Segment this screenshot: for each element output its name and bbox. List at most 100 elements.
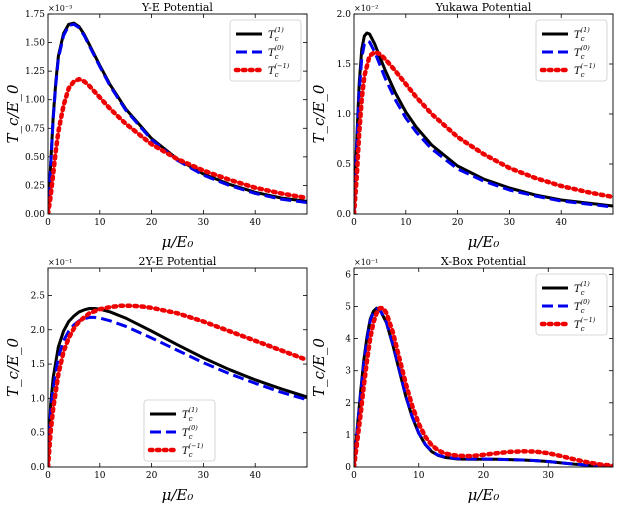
legend-label: Tc(−1) [574,316,596,333]
y-axis-label-text: T_c/E_0 [310,338,328,397]
y-tick-label: 6 [345,270,351,280]
series-group [354,305,613,467]
y-tick-label: 0.50 [25,153,45,163]
legend-label-sup: (−1) [275,62,290,70]
series-line-tc0 [354,307,613,467]
x-axis-label: μ/E₀ [468,486,500,504]
x-tick-label: 0 [45,471,51,481]
x-tick-label: 30 [543,471,555,481]
legend-label-base: T [574,48,582,59]
y-tick-label: 5 [345,303,351,313]
chart-panel-4: X-Box Potential ×10⁻¹ 0 10 20 30 0 1 2 3 4 5 6 μ/E₀ T_… [310,255,614,504]
y-tick-label: 1.00 [25,96,45,106]
x-tick-label: 0 [45,218,51,228]
y-tick-label: 4 [345,335,351,345]
legend-label: Tc(−1) [574,62,596,79]
y-tick-label: 0.0 [31,463,46,473]
x-tick-label: 30 [198,218,210,228]
x-tick-label: 10 [400,218,412,228]
y-tick-label: 0.25 [25,181,45,191]
series-line-tc-minus1 [354,305,613,467]
chart-panel-2: Yukawa Potential ×10⁻² 0 10 20 30 40 0.0 0.5 1.0 1… [310,1,614,251]
legend-label: Tc(1) [268,26,284,43]
legend-label: Tc(1) [574,26,590,43]
legend-label-sup: (0) [581,44,591,52]
y-tick-label: 0.5 [337,160,352,170]
plot-frame [47,267,308,468]
y-tick-label: 1.75 [25,10,45,20]
series-line-tc0 [48,22,307,214]
y-tick-label: 0 [345,463,351,473]
series-line-tc-minus1 [48,303,307,467]
chart-title: Y-E Potential [141,1,213,14]
y-axis-label: T_c/E_0 [4,338,22,397]
x-tick-label: 40 [249,218,261,228]
x-axis-label-text: μ/E₀ [468,486,500,504]
series-line-tc-minus1 [354,49,613,214]
plot-frame [353,13,614,215]
y-tick-label: 2.0 [31,326,46,336]
legend-label-sup: (1) [275,26,285,34]
y-tick-label: 0.00 [25,210,45,220]
y-tick-label: 3 [345,367,351,377]
legend-label-sub: c [189,451,193,459]
y-tick-label: 1.5 [337,60,352,70]
x-tick-label: 10 [94,471,106,481]
series-group [48,21,307,214]
y-axis-label: T_c/E_0 [310,84,328,143]
legend-label-sup: (−1) [581,316,596,324]
chart-panel-1: Y-E Potential ×10⁻³ 0 10 20 30 40 0.00 0.25 0.50 0… [4,1,308,251]
y-axis-label-text: T_c/E_0 [4,84,22,143]
legend-label-sub: c [275,71,279,79]
x-tick-label: 30 [504,218,516,228]
y-tick-label: 1.25 [25,67,45,77]
legend-label-sub: c [581,325,585,333]
legend-label-base: T [574,284,582,295]
legend-label-sup: (0) [189,424,199,432]
y-tick-label: 2 [345,399,351,409]
legend-label-sub: c [275,35,279,43]
series-group [48,303,307,467]
legend-label-sub: c [581,307,585,315]
x-tick-label: 10 [94,218,106,228]
y-tick-label: 1.0 [31,394,46,404]
y-tick-label: 1 [345,431,351,441]
legend-label-sub: c [189,415,193,423]
x-tick-label: 0 [351,471,357,481]
legend: Tc(1)Tc(0)Tc(−1) [535,19,608,82]
legend-label-base: T [268,48,276,59]
legend: Tc(1)Tc(0)Tc(−1) [535,273,608,336]
y-tick-label: 1.0 [337,110,352,120]
x-tick-label: 30 [198,471,210,481]
legend-label-base: T [182,446,190,457]
plot-frame [47,13,308,215]
legend-label-sup: (−1) [189,442,204,450]
x-tick-label: 20 [478,471,490,481]
legend-label-base: T [574,30,582,41]
legend: Tc(1)Tc(0)Tc(−1) [229,19,302,82]
axis-multiplier: ×10⁻¹ [48,258,72,267]
y-tick-label: 0.75 [25,124,45,134]
y-tick-label: 2.5 [31,291,46,301]
legend-label-sup: (0) [581,298,591,306]
legend-label-sup: (−1) [581,62,596,70]
axis-multiplier: ×10⁻² [354,4,378,13]
y-axis-label-text: T_c/E_0 [4,338,22,397]
x-tick-label: 0 [351,218,357,228]
legend-label-base: T [574,320,582,331]
x-tick-label: 10 [413,471,425,481]
y-tick-label: 1.50 [25,39,45,49]
axis-multiplier: ×10⁻¹ [354,258,378,267]
legend-label-sub: c [581,71,585,79]
legend-label: Tc(0) [182,424,198,441]
chart-title: X-Box Potential [441,255,527,268]
y-axis-label: T_c/E_0 [4,84,22,143]
axis-multiplier: ×10⁻³ [48,4,72,13]
chart-title: Yukawa Potential [435,1,532,14]
legend-label: Tc(0) [574,44,590,61]
legend: Tc(1)Tc(0)Tc(−1) [143,399,216,462]
series-group [354,31,613,214]
legend-label-base: T [268,30,276,41]
